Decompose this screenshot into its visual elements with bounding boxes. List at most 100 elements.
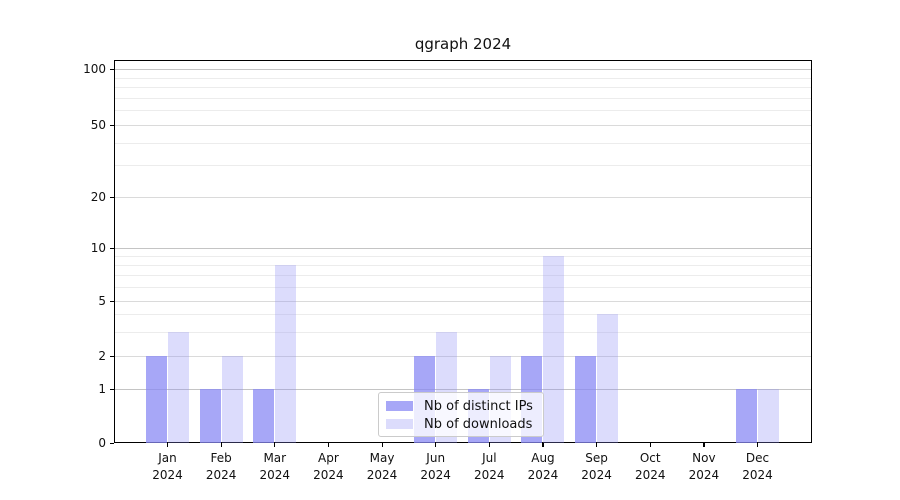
year-label: 2024 xyxy=(527,467,559,482)
year-label: 2024 xyxy=(205,467,237,482)
gridline-major xyxy=(115,125,811,126)
x-tick-mark xyxy=(167,443,169,447)
x-tick-label-jan: Jan 2024 xyxy=(137,450,199,483)
bar-distinct-ips-mar xyxy=(253,389,275,443)
x-tick-label-jul: Jul 2024 xyxy=(458,450,520,483)
y-tick-label: 20 xyxy=(90,189,106,204)
gridline-minor xyxy=(115,87,811,89)
bar-distinct-ips-sep xyxy=(575,356,597,443)
y-tick-mark xyxy=(110,300,114,302)
chart-title: qgraph 2024 xyxy=(414,35,512,53)
y-tick-label: 5 xyxy=(98,293,106,308)
y-tick-mark xyxy=(110,388,114,390)
legend-item-downloads: Nb of downloads xyxy=(386,416,537,432)
gridline-minor xyxy=(115,97,811,99)
x-tick-mark xyxy=(381,443,383,447)
year-label: 2024 xyxy=(634,467,666,482)
year-label: 2024 xyxy=(581,467,612,482)
gridline-power10 xyxy=(115,248,811,249)
legend-label: Nb of downloads xyxy=(424,416,533,432)
gridline-minor xyxy=(115,110,811,112)
x-tick-label-mar: Mar 2024 xyxy=(244,450,306,483)
legend-swatch-icon xyxy=(386,401,413,411)
month-label: Jul xyxy=(482,451,497,465)
year-label: 2024 xyxy=(420,467,451,482)
month-label: Dec xyxy=(745,451,770,465)
y-tick-label: 100 xyxy=(83,61,106,76)
y-tick-mark xyxy=(110,355,114,357)
gridline-major xyxy=(115,197,811,198)
month-label: Feb xyxy=(210,451,232,465)
x-tick-label-nov: Nov 2024 xyxy=(673,450,735,483)
plot-area xyxy=(114,60,812,443)
y-tick-mark xyxy=(110,247,114,249)
y-tick-label: 10 xyxy=(90,240,106,255)
gridline-power10 xyxy=(115,389,811,390)
year-label: 2024 xyxy=(259,467,291,482)
bar-downloads-dec xyxy=(758,389,779,443)
year-label: 2024 xyxy=(152,467,183,482)
month-label: Apr xyxy=(318,451,339,465)
bar-downloads-aug xyxy=(543,256,565,443)
year-label: 2024 xyxy=(742,467,773,482)
x-tick-label-aug: Aug 2024 xyxy=(512,450,574,483)
bar-downloads-sep xyxy=(597,314,619,443)
x-tick-label-may: May 2024 xyxy=(351,450,413,483)
bar-distinct-ips-dec xyxy=(736,389,757,443)
month-label: Mar xyxy=(263,451,287,465)
bar-downloads-jan xyxy=(168,331,189,443)
y-tick-label: 0 xyxy=(98,435,106,450)
y-tick-mark xyxy=(110,124,114,126)
year-label: 2024 xyxy=(313,467,344,482)
gridline-minor xyxy=(115,256,811,258)
year-label: 2024 xyxy=(366,467,398,482)
gridline-power10 xyxy=(115,69,811,70)
month-label: Jan xyxy=(158,451,177,465)
bar-downloads-feb xyxy=(221,356,243,443)
gridline-minor xyxy=(115,265,811,267)
x-tick-mark xyxy=(274,443,276,447)
x-tick-mark xyxy=(220,443,222,447)
y-tick-label: 1 xyxy=(98,381,106,396)
y-tick-label: 50 xyxy=(90,117,106,132)
gridline-minor xyxy=(115,142,811,144)
x-tick-mark xyxy=(596,443,598,447)
y-tick-mark xyxy=(110,196,114,198)
legend-item-distinct-ips: Nb of distinct IPs xyxy=(386,398,537,414)
month-label: Sep xyxy=(585,451,608,465)
y-tick-mark xyxy=(110,442,114,444)
month-label: Jun xyxy=(426,451,446,465)
gridline-major xyxy=(115,356,811,357)
gridline-minor xyxy=(115,275,811,277)
x-tick-label-feb: Feb 2024 xyxy=(190,450,252,483)
x-tick-label-sep: Sep 2024 xyxy=(566,450,628,483)
bar-distinct-ips-feb xyxy=(199,389,221,443)
month-label: May xyxy=(369,451,395,465)
gridline-minor xyxy=(115,314,811,316)
x-tick-mark xyxy=(435,443,437,447)
bar-downloads-mar xyxy=(275,265,297,443)
legend-swatch-icon xyxy=(386,419,413,429)
gridline-major xyxy=(115,301,811,302)
gridline-minor xyxy=(115,331,811,333)
x-tick-label-oct: Oct 2024 xyxy=(619,450,681,483)
x-tick-mark xyxy=(649,443,651,447)
x-tick-mark xyxy=(757,443,759,447)
y-tick-label: 2 xyxy=(98,348,106,363)
x-tick-label-dec: Dec 2024 xyxy=(727,450,789,483)
x-tick-mark xyxy=(488,443,490,447)
y-tick-mark xyxy=(110,68,114,70)
gridline-minor xyxy=(115,165,811,167)
legend: Nb of distinct IPs Nb of downloads xyxy=(378,392,544,437)
bar-distinct-ips-jan xyxy=(146,356,167,443)
month-label: Nov xyxy=(692,451,716,465)
x-tick-label-jun: Jun 2024 xyxy=(405,450,467,483)
x-tick-mark xyxy=(327,443,330,447)
x-tick-mark xyxy=(703,443,705,447)
gridline-minor xyxy=(115,287,811,289)
legend-label: Nb of distinct IPs xyxy=(424,398,533,414)
gridline-minor xyxy=(115,77,811,79)
x-tick-label-apr: Apr 2024 xyxy=(297,450,359,483)
x-tick-mark xyxy=(542,443,544,447)
